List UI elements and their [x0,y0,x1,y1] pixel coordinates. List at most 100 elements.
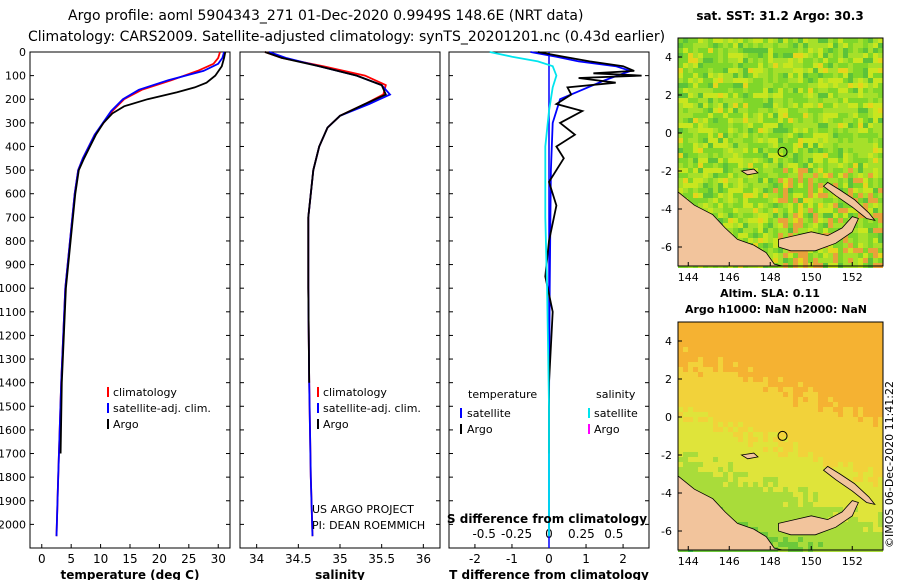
map-cell [863,128,868,133]
map-cell [828,402,833,407]
map-cell [713,412,718,417]
map-cell [848,73,853,78]
map-cell [868,78,873,83]
map-cell [818,48,823,53]
map-cell [733,362,738,367]
map-cell [788,352,793,357]
map-cell [693,462,698,467]
map-cell [768,128,773,133]
map-cell [818,188,823,193]
map-cell [743,377,748,382]
map-cell [788,133,793,138]
map-cell [708,397,713,402]
map-cell [868,38,873,43]
map-cell [873,447,878,452]
map-cell [868,412,873,417]
map-cell [768,372,773,377]
map-cell [788,537,793,542]
map-cell [738,487,743,492]
map-cell [678,467,683,472]
map-cell [813,213,818,218]
map-cell [723,327,728,332]
map-cell [738,472,743,477]
map-cell [783,188,788,193]
map-cell [778,432,783,437]
map-cell [773,253,778,258]
map-cell [743,63,748,68]
map-cell [728,407,733,412]
map-cell [708,173,713,178]
map-cell [758,417,763,422]
map-cell [738,233,743,238]
map-cell [788,397,793,402]
map-cell [833,168,838,173]
map-cell [733,53,738,58]
map-cell [688,58,693,63]
map-cell [793,402,798,407]
map-cell [758,63,763,68]
map-cell [708,48,713,53]
map-cell [818,208,823,213]
map-cell [873,83,878,88]
map-cell [833,462,838,467]
map-cell [813,173,818,178]
map-cell [678,113,683,118]
map-cell [798,387,803,392]
map-cell [798,512,803,517]
depth-tick-label: 0 [19,46,26,59]
map-cell [843,73,848,78]
map-cell [863,452,868,457]
map-cell [818,88,823,93]
map-cell [753,203,758,208]
map-cell [773,357,778,362]
map-cell [818,78,823,83]
map-cell [803,487,808,492]
map-cell [708,492,713,497]
map-cell [743,477,748,482]
map-cell [778,68,783,73]
map-cell [748,442,753,447]
map-cell [833,382,838,387]
map-cell [688,78,693,83]
map-cell [758,128,763,133]
map-cell [813,153,818,158]
map-cell [713,367,718,372]
map-cell [828,407,833,412]
map-cell [863,148,868,153]
map-cell [738,347,743,352]
map-cell [848,427,853,432]
map-cell [853,437,858,442]
map-cell [878,332,883,337]
map-cell [858,78,863,83]
map-cell [678,98,683,103]
difference-xlabel: T difference from climatology [449,568,649,580]
map-cell [763,238,768,243]
map-cell [823,258,828,263]
map-cell [823,43,828,48]
map-cell [853,412,858,417]
map-cell [763,407,768,412]
map-cell [718,357,723,362]
map-cell [823,223,828,228]
map-cell [843,342,848,347]
map-cell [678,143,683,148]
map-cell [818,178,823,183]
map-cell [808,123,813,128]
map-cell [838,527,843,532]
map-cell [718,342,723,347]
map-cell [843,38,848,43]
map-cell [713,462,718,467]
map-cell [808,362,813,367]
map-cell [718,108,723,113]
map-cell [773,337,778,342]
map-cell [813,337,818,342]
series-line [264,51,387,537]
map-cell [763,193,768,198]
map-cell [783,163,788,168]
map-cell [768,168,773,173]
map-cell [793,432,798,437]
map-cell [693,442,698,447]
map-cell [768,73,773,78]
map-cell [708,447,713,452]
map-cell [818,83,823,88]
